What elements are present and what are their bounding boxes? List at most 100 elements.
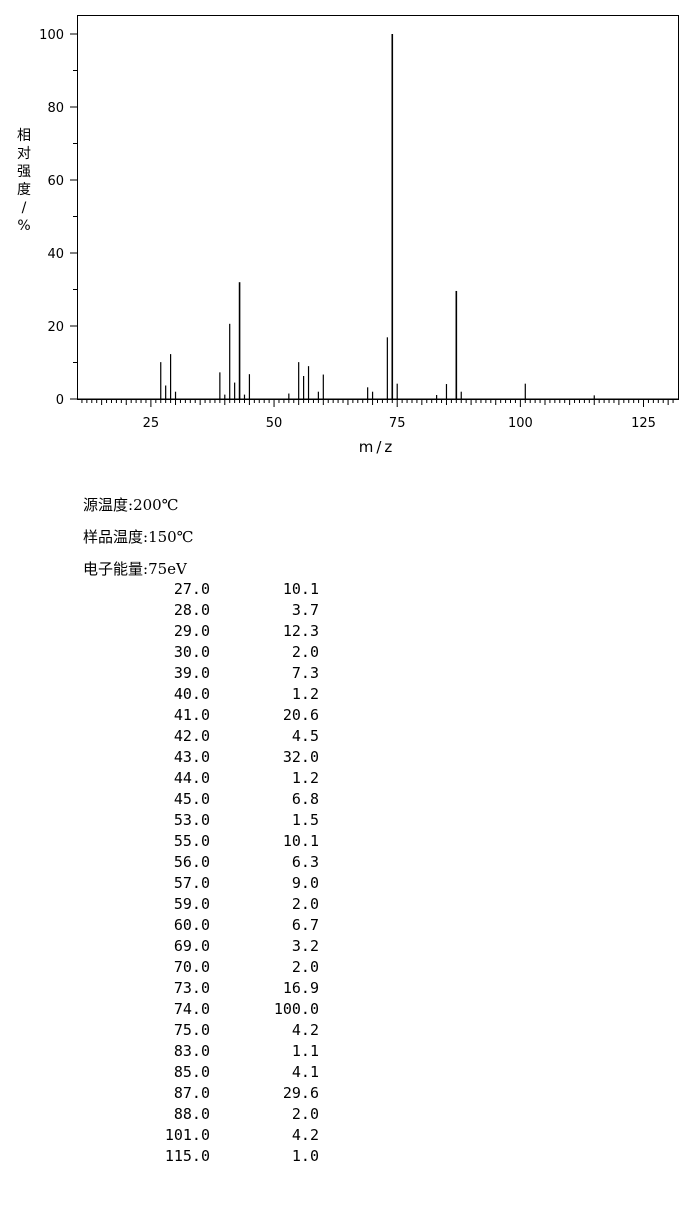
peak-mz: 30.0 xyxy=(173,643,210,661)
y-tick-label: 40 xyxy=(47,247,64,262)
table-row: 57.0 9.0 xyxy=(0,873,687,894)
y-tick-label: 20 xyxy=(47,320,64,335)
condition-label: 源温度 xyxy=(83,496,129,514)
peak-intensity: 4.1 xyxy=(291,1063,319,1081)
table-row: 83.0 1.1 xyxy=(0,1041,687,1062)
peak-mz: 69.0 xyxy=(173,937,210,955)
peak-mz: 42.0 xyxy=(173,727,210,745)
peak-intensity: 29.6 xyxy=(282,1084,319,1102)
peak-mz: 56.0 xyxy=(173,853,210,871)
peak-mz: 57.0 xyxy=(173,874,210,892)
peak-intensity: 3.2 xyxy=(291,937,319,955)
peak-table: 27.0 10.1 28.0 3.7 29.0 12.3 30.0 2.0 39.0 7.3 40.… xyxy=(0,579,687,1167)
table-row: 85.0 4.1 xyxy=(0,1062,687,1083)
table-row: 43.0 32.0 xyxy=(0,747,687,768)
peak-intensity: 7.3 xyxy=(291,664,319,682)
x-axis-label: m/z xyxy=(359,438,396,456)
y-axis-label-char: 度 xyxy=(17,182,31,198)
peak-mz: 55.0 xyxy=(173,832,210,850)
table-row: 28.0 3.7 xyxy=(0,600,687,621)
peak-mz: 27.0 xyxy=(173,580,210,598)
table-row: 40.0 1.2 xyxy=(0,684,687,705)
peak-mz: 53.0 xyxy=(173,811,210,829)
peak-mz: 41.0 xyxy=(173,706,210,724)
peak-mz: 73.0 xyxy=(173,979,210,997)
y-axis-label-char: 相 xyxy=(17,128,31,144)
peak-mz: 43.0 xyxy=(173,748,210,766)
table-row: 55.0 10.1 xyxy=(0,831,687,852)
condition-row: 电子能量:75eV xyxy=(83,560,187,578)
y-tick-label: 80 xyxy=(47,101,64,116)
table-row: 60.0 6.7 xyxy=(0,915,687,936)
y-axis: 0 20 40 60 80 100 xyxy=(39,28,77,408)
peak-mz: 45.0 xyxy=(173,790,210,808)
table-row: 39.0 7.3 xyxy=(0,663,687,684)
peak-mz: 29.0 xyxy=(173,622,210,640)
table-row: 44.0 1.2 xyxy=(0,768,687,789)
y-tick-label: 100 xyxy=(39,28,64,43)
y-tick-label: 60 xyxy=(47,174,64,189)
table-row: 101.0 4.2 xyxy=(0,1125,687,1146)
peak-mz: 60.0 xyxy=(173,916,210,934)
table-row: 29.0 12.3 xyxy=(0,621,687,642)
y-axis-label: 相对强度 /% xyxy=(17,128,31,234)
peak-intensity: 32.0 xyxy=(282,748,319,766)
condition-separator: : xyxy=(143,560,149,578)
table-row: 73.0 16.9 xyxy=(0,978,687,999)
peak-intensity: 10.1 xyxy=(282,580,319,598)
x-tick-label: 75 xyxy=(389,416,406,431)
spectrum-bars xyxy=(160,34,595,399)
table-row: 87.0 29.6 xyxy=(0,1083,687,1104)
table-row: 70.0 2.0 xyxy=(0,957,687,978)
condition-label: 样品温度 xyxy=(83,528,144,546)
peak-mz: 39.0 xyxy=(173,664,210,682)
peak-intensity: 12.3 xyxy=(282,622,319,640)
mass-spectrum-chart: 0 20 40 60 80 100 25 50 75 100 125 m/z 相对强度 /% xyxy=(17,15,679,456)
peak-intensity: 4.5 xyxy=(291,727,319,745)
x-tick-label: 25 xyxy=(143,416,160,431)
peak-intensity: 1.2 xyxy=(291,685,319,703)
y-axis-label-char: % xyxy=(17,218,30,234)
condition-separator: : xyxy=(128,496,134,514)
table-row: 75.0 4.2 xyxy=(0,1020,687,1041)
peak-intensity: 4.2 xyxy=(291,1021,319,1039)
peak-mz: 59.0 xyxy=(173,895,210,913)
x-tick-label: 50 xyxy=(266,416,283,431)
y-axis-label-char: 强 xyxy=(17,164,31,180)
table-row: 115.0 1.0 xyxy=(0,1146,687,1167)
peak-mz: 88.0 xyxy=(173,1105,210,1123)
x-axis: 25 50 75 100 125 xyxy=(77,398,678,431)
peak-intensity: 2.0 xyxy=(291,895,319,913)
peak-mz: 44.0 xyxy=(173,769,210,787)
table-row: 30.0 2.0 xyxy=(0,642,687,663)
table-row: 88.0 2.0 xyxy=(0,1104,687,1125)
condition-row: 样品温度:150℃ xyxy=(83,528,194,546)
peak-intensity: 2.0 xyxy=(291,958,319,976)
peak-mz: 101.0 xyxy=(164,1126,210,1144)
peak-mz: 40.0 xyxy=(173,685,210,703)
table-row: 56.0 6.3 xyxy=(0,852,687,873)
peak-mz: 87.0 xyxy=(173,1084,210,1102)
peak-mz: 83.0 xyxy=(173,1042,210,1060)
peak-intensity: 6.7 xyxy=(291,916,319,934)
condition-value: 200℃ xyxy=(133,496,179,514)
peak-intensity: 6.3 xyxy=(291,853,319,871)
peak-mz: 28.0 xyxy=(173,601,210,619)
condition-separator: : xyxy=(143,528,149,546)
peak-intensity: 6.8 xyxy=(291,790,319,808)
peak-intensity: 1.5 xyxy=(291,811,319,829)
peak-intensity: 10.1 xyxy=(282,832,319,850)
table-row: 53.0 1.5 xyxy=(0,810,687,831)
x-tick-label: 125 xyxy=(631,416,656,431)
peak-intensity: 1.1 xyxy=(291,1042,319,1060)
table-row: 42.0 4.5 xyxy=(0,726,687,747)
table-row: 74.0 100.0 xyxy=(0,999,687,1020)
peak-mz: 75.0 xyxy=(173,1021,210,1039)
y-tick-label: 0 xyxy=(56,393,64,408)
x-tick-label: 100 xyxy=(508,416,533,431)
peak-mz: 70.0 xyxy=(173,958,210,976)
peak-intensity: 100.0 xyxy=(273,1000,319,1018)
table-row: 27.0 10.1 xyxy=(0,579,687,600)
plot-frame xyxy=(77,15,679,400)
condition-value: 150℃ xyxy=(148,528,194,546)
